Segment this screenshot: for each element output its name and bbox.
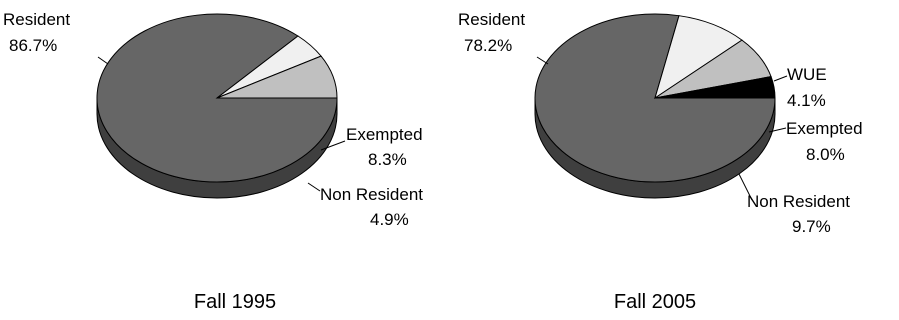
label-exempted-1995: Exempted [346,125,423,144]
value-wue-2005: 4.1% [787,91,826,110]
label-non-resident-2005: Non Resident [747,192,850,211]
leader-line-2 [768,127,787,133]
pie-slice-2 [216,55,338,99]
pie-slice-0 [96,13,338,183]
label-exempted-2005: Exempted [786,119,863,138]
label-non-resident-1995: Non Resident [320,185,423,204]
value-exempted-1995: 8.3% [368,150,407,169]
leader-line-0 [536,56,549,65]
pie-slice-3 [654,76,776,99]
label-resident-1995: Resident [3,10,70,29]
leader-line-2 [307,182,321,192]
pie-chart-fall-2005 [534,13,788,201]
pie-slice-1 [654,15,743,100]
title-fall-1995: Fall 1995 [194,291,276,313]
leader-line-1 [773,75,788,82]
value-non-resident-2005: 9.7% [792,217,831,236]
leader-line-0 [97,56,109,65]
pie-chart-fall-1995 [96,13,346,199]
label-resident-2005: Resident [458,10,525,29]
title-fall-2005: Fall 2005 [614,291,696,313]
value-exempted-2005: 8.0% [806,145,845,164]
value-resident-2005: 78.2% [464,36,512,55]
leader-line-1 [320,140,346,151]
value-non-resident-1995: 4.9% [370,210,409,229]
label-wue-2005: WUE [787,65,827,84]
value-resident-1995: 86.7% [9,36,57,55]
leader-line-3 [738,173,753,201]
